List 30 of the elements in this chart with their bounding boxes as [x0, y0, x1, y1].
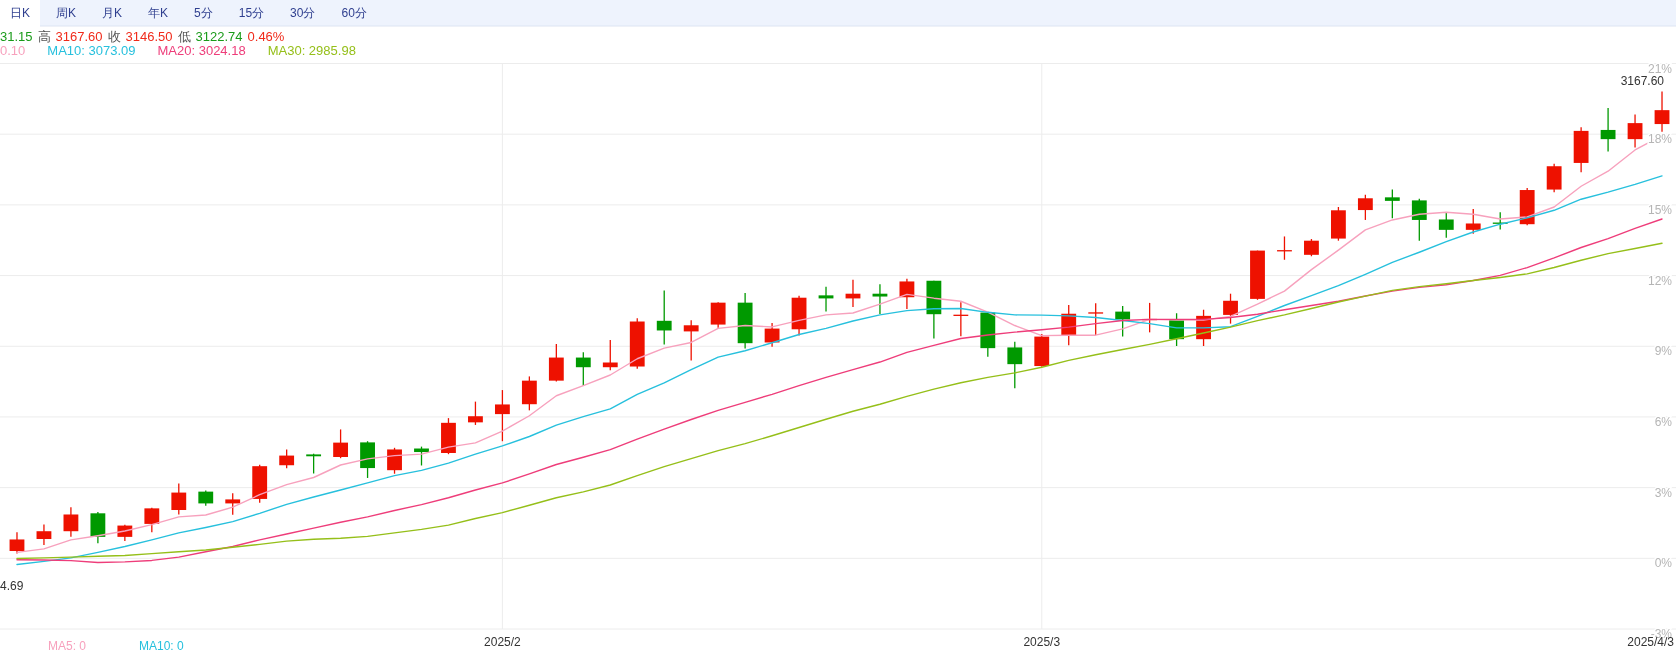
y-tick-label: 0% [1654, 556, 1673, 571]
y-tick-label: 6% [1654, 414, 1673, 429]
text: 周K [56, 6, 77, 20]
text: 30分 [290, 6, 316, 20]
x-tick-label: 2025/2 [484, 635, 522, 649]
text: 5分 [194, 6, 213, 20]
text: MA10: 0 [139, 639, 185, 653]
legend: 0.10 MA10: 3073.09 MA20: 3024.18 MA30: 2985.98 [0, 43, 356, 58]
annotation: 3167.60 [1620, 73, 1665, 88]
text: 3146.50 [125, 29, 173, 44]
text: 0.46% [247, 29, 285, 44]
y-tick-label: 12% [1647, 273, 1673, 288]
text: MA5: 0 [48, 639, 87, 653]
text: 高 [37, 29, 51, 44]
text: 60分 [341, 6, 367, 20]
text: 31.15 [0, 29, 33, 44]
x-tick-label: 2025/3 [1023, 635, 1061, 649]
text: 日K [10, 6, 31, 20]
text: 15分 [238, 6, 265, 20]
y-tick-label: 15% [1647, 202, 1673, 217]
text: 月K [102, 6, 123, 20]
y-tick-label: 3% [1654, 485, 1673, 500]
text: 低 [177, 29, 191, 44]
text: 收 [107, 29, 121, 44]
y-tick-label: 9% [1654, 344, 1673, 359]
annotation: 4.69 [0, 579, 24, 593]
text: 年K [148, 6, 169, 20]
text: 3167.60 [55, 29, 103, 44]
y-tick-label: 21% [1647, 61, 1673, 76]
text: 3122.74 [195, 29, 243, 44]
